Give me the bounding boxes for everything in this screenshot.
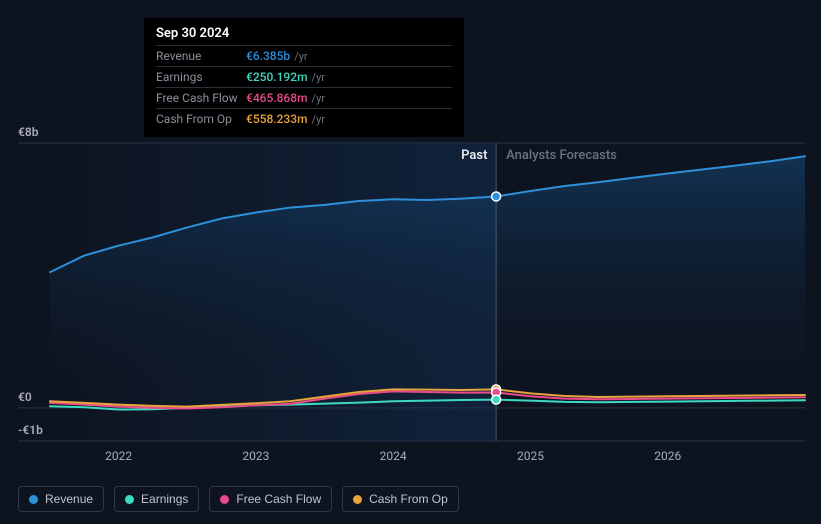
x-axis-label: 2024 <box>380 449 407 463</box>
tooltip-row-unit: /yr <box>312 113 325 126</box>
legend-item-free-cash-flow[interactable]: Free Cash Flow <box>209 486 332 512</box>
tooltip-row-unit: /yr <box>312 71 325 84</box>
tooltip-row-label: Revenue <box>156 49 246 63</box>
tooltip-row: Revenue€6.385b/yr <box>156 45 452 66</box>
y-axis-label: €8b <box>18 125 38 139</box>
past-label: Past <box>461 148 487 163</box>
legend: Revenue Earnings Free Cash Flow Cash From O… <box>18 486 459 512</box>
tooltip-row-unit: /yr <box>294 50 307 63</box>
tooltip-row-value: €465.868m <box>246 91 308 105</box>
legend-item-earnings[interactable]: Earnings <box>114 486 199 512</box>
chart-container: Sep 30 2024 Revenue€6.385b/yrEarnings€25… <box>0 0 821 524</box>
forecast-label: Analysts Forecasts <box>506 148 617 163</box>
tooltip-row: Cash From Op€558.233m/yr <box>156 108 452 129</box>
tooltip-row-value: €6.385b <box>246 49 290 63</box>
x-axis-label: 2025 <box>517 449 544 463</box>
tooltip: Sep 30 2024 Revenue€6.385b/yrEarnings€25… <box>144 18 464 137</box>
tooltip-row-label: Cash From Op <box>156 112 246 126</box>
legend-swatch <box>353 495 362 504</box>
legend-label: Revenue <box>45 492 93 506</box>
tooltip-row: Earnings€250.192m/yr <box>156 66 452 87</box>
tooltip-row-value: €250.192m <box>246 70 308 84</box>
legend-item-revenue[interactable]: Revenue <box>18 486 104 512</box>
tooltip-row-value: €558.233m <box>246 112 308 126</box>
x-axis-label: 2023 <box>242 449 269 463</box>
x-axis-label: 2022 <box>105 449 132 463</box>
legend-swatch <box>220 495 229 504</box>
legend-swatch <box>29 495 38 504</box>
tooltip-row: Free Cash Flow€465.868m/yr <box>156 87 452 108</box>
x-axis-label: 2026 <box>654 449 681 463</box>
y-axis-label: -€1b <box>18 423 43 437</box>
tooltip-row-unit: /yr <box>312 92 325 105</box>
legend-item-cash-from-op[interactable]: Cash From Op <box>342 486 459 512</box>
legend-label: Earnings <box>141 492 188 506</box>
y-axis-label: €0 <box>18 390 32 404</box>
tooltip-date: Sep 30 2024 <box>156 26 452 41</box>
tooltip-row-label: Free Cash Flow <box>156 91 246 105</box>
legend-swatch <box>125 495 134 504</box>
legend-label: Cash From Op <box>369 492 448 506</box>
legend-label: Free Cash Flow <box>236 492 321 506</box>
tooltip-row-label: Earnings <box>156 70 246 84</box>
